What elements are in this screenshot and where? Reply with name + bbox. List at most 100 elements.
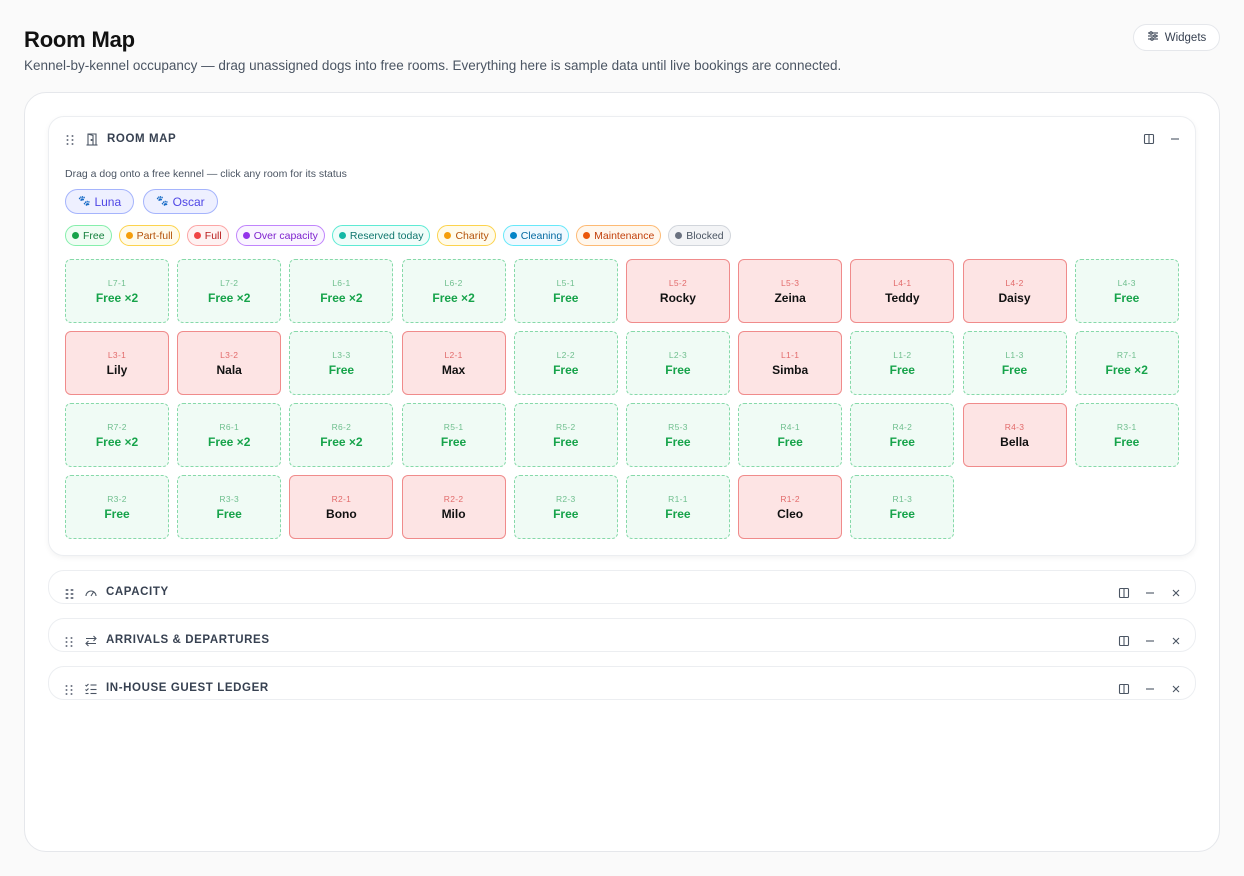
room-r1-3[interactable]: R1-3 Free <box>850 475 955 539</box>
room-l3-3[interactable]: L3-3 Free <box>289 331 394 395</box>
room-r2-2[interactable]: R2-2 Milo <box>401 475 506 539</box>
room-r5-2[interactable]: R5-2 Free <box>513 403 618 467</box>
room-r1-1[interactable]: R1-1 Free <box>625 475 730 539</box>
room-id: L7-2 <box>220 277 239 288</box>
room-id: L5-1 <box>556 277 575 288</box>
widgets-button[interactable]: Widgets <box>1133 24 1220 51</box>
room-r3-3[interactable]: R3-3 Free <box>177 475 282 539</box>
room-status: Free ×2 <box>95 434 139 449</box>
columns-icon[interactable] <box>1117 634 1130 647</box>
ledger-header[interactable]: IN-HOUSE GUEST LEDGER <box>48 669 1196 709</box>
room-r5-3[interactable]: R5-3 Free <box>625 403 730 467</box>
legend-dot <box>193 232 201 239</box>
legend-chip-free[interactable]: Free <box>65 225 112 246</box>
room-id: L1-2 <box>893 349 912 360</box>
room-r3-1[interactable]: R3-1 Free <box>1074 403 1179 467</box>
room-l7-1[interactable]: L7-1 Free ×2 <box>65 259 169 323</box>
room-id: L7-1 <box>107 277 127 288</box>
drag-handle-icon[interactable] <box>64 587 74 599</box>
room-status: Milo <box>441 506 466 521</box>
legend-chip-blocked[interactable]: Blocked <box>668 225 731 246</box>
room-status: Free ×2 <box>1105 362 1148 377</box>
room-r4-1[interactable]: R4-1 Free <box>738 403 843 467</box>
arrivals-header[interactable]: ARRIVALS & DEPARTURES <box>48 621 1196 661</box>
room-r4-2[interactable]: R4-2 Free <box>850 403 955 467</box>
capacity-header[interactable]: CAPACITY <box>48 573 1196 613</box>
room-status: Free <box>777 434 803 449</box>
columns-icon[interactable] <box>1142 133 1155 146</box>
room-grid: L7-1 Free ×2 L7-2 Free ×2 L6-1 Free ×2 L6-2 Fre… <box>65 259 1179 539</box>
room-id: L3-2 <box>220 349 239 360</box>
room-l3-2[interactable]: L3-2 Nala <box>177 331 282 395</box>
room-status: Free <box>553 434 579 449</box>
legend-dot <box>338 232 346 239</box>
room-l7-2[interactable]: L7-2 Free ×2 <box>177 259 282 323</box>
close-icon[interactable] <box>1169 682 1182 695</box>
room-r4-3[interactable]: R4-3 Bella <box>962 403 1067 467</box>
room-l4-3[interactable]: L4-3 Free <box>1074 259 1179 323</box>
legend-chip-part-full[interactable]: Part-full <box>118 225 180 246</box>
room-l2-2[interactable]: L2-2 Free <box>513 331 618 395</box>
drag-handle-icon[interactable] <box>65 133 75 145</box>
room-status: Free ×2 <box>320 290 363 305</box>
dog-chip-oscar[interactable]: 🐾 Oscar <box>143 189 218 214</box>
room-l1-1[interactable]: L1-1 Simba <box>738 331 843 395</box>
dog-chip-luna[interactable]: 🐾 Luna <box>65 189 135 214</box>
room-r2-1[interactable]: R2-1 Bono <box>289 475 394 539</box>
close-icon[interactable] <box>1169 634 1182 647</box>
columns-icon[interactable] <box>1117 586 1130 599</box>
room-r5-1[interactable]: R5-1 Free <box>401 403 506 467</box>
minimize-icon[interactable] <box>1168 133 1181 146</box>
room-id: R7-2 <box>107 421 127 432</box>
room-status: Free <box>440 434 467 449</box>
room-status: Max <box>441 362 466 377</box>
room-id: R5-2 <box>555 421 576 432</box>
room-id: L4-2 <box>1005 277 1024 288</box>
room-l4-1[interactable]: L4-1 Teddy <box>850 259 955 323</box>
room-r3-2[interactable]: R3-2 Free <box>65 475 169 539</box>
unassigned-dogs: 🐾 Luna 🐾 Oscar <box>65 189 218 214</box>
room-id: R2-1 <box>331 493 352 504</box>
minimize-icon[interactable] <box>1143 682 1156 695</box>
drag-handle-icon[interactable] <box>64 635 74 647</box>
close-icon[interactable] <box>1169 586 1182 599</box>
room-r6-1[interactable]: R6-1 Free ×2 <box>177 403 282 467</box>
room-l2-1[interactable]: L2-1 Max <box>401 331 506 395</box>
drag-handle-icon[interactable] <box>64 683 74 695</box>
minimize-icon[interactable] <box>1143 586 1156 599</box>
minimize-icon[interactable] <box>1143 634 1156 647</box>
room-id: R3-3 <box>219 493 239 504</box>
room-l5-2[interactable]: L5-2 Rocky <box>625 259 730 323</box>
room-r7-2[interactable]: R7-2 Free ×2 <box>65 403 169 467</box>
room-l5-1[interactable]: L5-1 Free <box>513 259 618 323</box>
room-l1-3[interactable]: L1-3 Free <box>962 331 1067 395</box>
legend-chip-cleaning[interactable]: Cleaning <box>502 225 570 246</box>
room-r1-2[interactable]: R1-2 Cleo <box>738 475 843 539</box>
room-r6-2[interactable]: R6-2 Free ×2 <box>289 403 394 467</box>
columns-icon[interactable] <box>1117 682 1130 695</box>
room-l3-1[interactable]: L3-1 Lily <box>65 331 169 395</box>
legend-chip-reserved-today[interactable]: Reserved today <box>331 225 431 246</box>
room-status: Free <box>553 290 579 305</box>
legend-chip-charity[interactable]: Charity <box>437 225 496 246</box>
legend-label: Full <box>204 229 222 242</box>
legend-label: Cleaning <box>520 229 563 242</box>
room-status: Free <box>889 362 915 377</box>
room-r7-1[interactable]: R7-1 Free ×2 <box>1074 331 1179 395</box>
legend-dot <box>509 232 517 239</box>
legend-chip-maintenance[interactable]: Maintenance <box>576 225 662 246</box>
room-id: R4-2 <box>892 421 913 432</box>
legend-chip-over-capacity[interactable]: Over capacity <box>235 225 325 246</box>
room-l1-2[interactable]: L1-2 Free <box>850 331 955 395</box>
room-l6-1[interactable]: L6-1 Free ×2 <box>289 259 394 323</box>
room-l5-3[interactable]: L5-3 Zeina <box>738 259 843 323</box>
room-status: Free <box>665 362 691 377</box>
room-l6-2[interactable]: L6-2 Free ×2 <box>401 259 506 323</box>
room-r2-3[interactable]: R2-3 Free <box>513 475 618 539</box>
room-id: R6-2 <box>331 421 352 432</box>
room-l2-3[interactable]: L2-3 Free <box>625 331 730 395</box>
room-status: Simba <box>772 362 809 377</box>
room-l4-2[interactable]: L4-2 Daisy <box>962 259 1067 323</box>
room-status: Bella <box>1000 434 1029 449</box>
legend-chip-full[interactable]: Full <box>186 225 229 246</box>
